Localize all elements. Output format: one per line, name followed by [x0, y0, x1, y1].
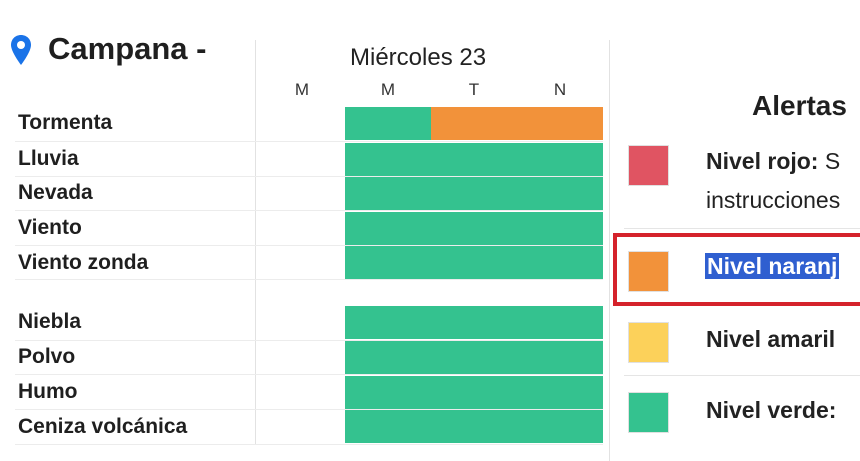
- alert-cell-green: [517, 306, 603, 339]
- column-divider: [255, 40, 256, 445]
- phenomenon-label-ceniza-volcanica: Ceniza volcánica: [18, 415, 188, 438]
- alert-cell-green: [517, 212, 603, 245]
- alert-cell-green: [431, 246, 517, 279]
- alert-cell-green: [345, 306, 431, 339]
- alert-cell-green: [517, 177, 603, 210]
- level-swatch-green: [628, 392, 669, 433]
- day-label: Miércoles 23: [350, 44, 487, 71]
- period-header: T: [468, 80, 480, 99]
- location-pin-icon: [11, 35, 31, 65]
- alert-cell-green: [431, 306, 517, 339]
- period-header: M: [380, 80, 396, 99]
- row-separator: [15, 210, 603, 211]
- level-red-line2: instrucciones: [706, 187, 841, 213]
- alert-cell-green: [431, 341, 517, 374]
- phenomenon-label-tormenta: Tormenta: [18, 111, 113, 134]
- alert-cell-green: [431, 376, 517, 409]
- alert-cell-green: [345, 212, 431, 245]
- alert-cell-green: [345, 177, 431, 210]
- alert-cell-green: [517, 376, 603, 409]
- row-separator: [15, 176, 603, 177]
- row-separator: [15, 245, 603, 246]
- alerts-title: Alertas: [752, 90, 847, 121]
- phenomenon-label-humo: Humo: [18, 380, 78, 403]
- alert-cell-orange: [517, 107, 603, 140]
- alert-cell-orange: [431, 107, 517, 140]
- alert-cell-green: [431, 410, 517, 443]
- phenomenon-label-viento-zonda: Viento zonda: [18, 251, 149, 274]
- phenomenon-label-niebla: Niebla: [18, 310, 82, 333]
- row-separator: [15, 444, 603, 445]
- row-separator: [15, 409, 603, 410]
- alert-cell-green: [431, 212, 517, 245]
- alert-cell-green: [431, 177, 517, 210]
- alert-cell-green: [517, 246, 603, 279]
- row-separator: [15, 340, 603, 341]
- phenomenon-label-viento: Viento: [18, 216, 82, 239]
- alert-cell-green: [345, 107, 431, 140]
- highlight-box: [613, 233, 860, 306]
- level-swatch-yellow: [628, 322, 669, 363]
- alert-cell-green: [517, 410, 603, 443]
- alert-cell-green: [517, 341, 603, 374]
- row-separator: [15, 374, 603, 375]
- phenomenon-label-polvo: Polvo: [18, 345, 76, 368]
- phenomenon-label-nevada: Nevada: [18, 181, 93, 204]
- row-separator: [15, 279, 603, 280]
- level-red-label: Nivel rojo: S: [706, 148, 841, 174]
- alert-cell-green: [345, 143, 431, 176]
- row-separator: [15, 141, 603, 142]
- alert-cell-green: [345, 341, 431, 374]
- level-swatch-orange: [628, 251, 669, 292]
- period-header: M: [294, 80, 310, 99]
- level-yellow-label: Nivel amaril: [706, 326, 836, 352]
- legend-separator: [624, 228, 860, 229]
- level-green-label: Nivel verde:: [706, 397, 837, 423]
- level-swatch-red: [628, 145, 669, 186]
- column-divider: [609, 40, 610, 461]
- alert-cell-green: [345, 376, 431, 409]
- legend-separator: [624, 375, 860, 376]
- level-orange-label: Nivel naranj: [705, 253, 840, 279]
- alert-cell-green: [345, 246, 431, 279]
- period-header: N: [553, 80, 567, 99]
- alert-cell-green: [345, 410, 431, 443]
- phenomenon-label-lluvia: Lluvia: [18, 147, 79, 170]
- location-title: Campana -: [48, 31, 207, 66]
- alert-cell-green: [517, 143, 603, 176]
- alert-cell-green: [431, 143, 517, 176]
